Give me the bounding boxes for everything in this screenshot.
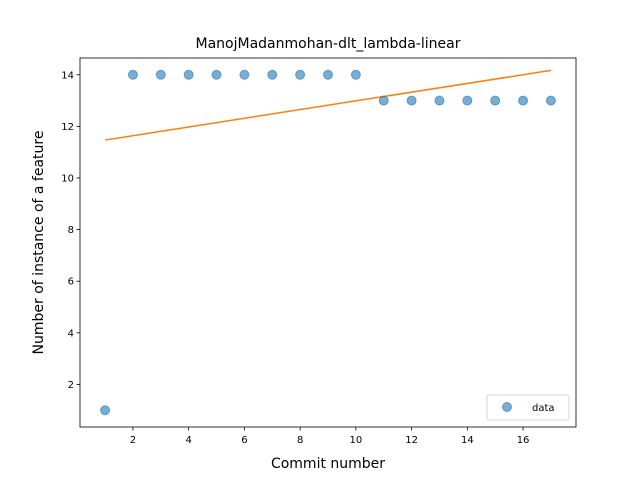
x-axis: 2 4 6 8 10 12 14 16 [130, 427, 530, 446]
fit-line [104, 69, 552, 141]
x-tick-label: 12 [405, 435, 418, 446]
x-tick-label: 14 [461, 435, 474, 446]
y-axis-label: Number of instance of a feature [31, 131, 47, 355]
data-point [518, 95, 529, 106]
data-point [155, 69, 166, 80]
x-tick-label: 4 [185, 435, 191, 446]
data-point [406, 95, 417, 106]
x-tick-label: 6 [241, 435, 247, 446]
legend-label-data: data [532, 403, 555, 414]
plot-frame [79, 57, 577, 428]
chart-title: ManojMadanmohan-dlt_lambda-linear [196, 36, 461, 52]
data-point [323, 69, 333, 80]
data-point [267, 69, 278, 80]
data-point [295, 69, 306, 80]
legend: data [486, 394, 570, 421]
data-point [490, 95, 501, 106]
plot-area [80, 58, 576, 427]
y-tick-label: 10 [61, 173, 74, 184]
x-tick-label: 2 [130, 435, 136, 446]
y-tick-label: 2 [68, 380, 74, 391]
y-tick-label: 12 [61, 122, 74, 133]
data-point [545, 95, 556, 106]
y-tick-label: 8 [68, 225, 74, 236]
data-point [100, 405, 111, 416]
x-tick-label: 16 [517, 435, 530, 446]
data-point [239, 69, 250, 80]
data-point [434, 95, 445, 106]
x-axis-label: Commit number [271, 456, 385, 472]
y-axis: 2 4 6 8 10 12 14 [61, 70, 80, 391]
data-point [462, 95, 473, 106]
data-point [211, 69, 222, 80]
y-tick-label: 14 [61, 70, 74, 81]
data-point [378, 95, 389, 106]
data-point [127, 69, 138, 80]
legend-box [486, 394, 570, 421]
x-tick-label: 8 [297, 435, 303, 446]
y-tick-label: 6 [68, 277, 74, 288]
x-tick-label: 10 [349, 435, 362, 446]
data-point [183, 69, 194, 80]
data-point [350, 69, 361, 80]
legend-marker-data [502, 402, 512, 412]
y-tick-label: 4 [68, 328, 74, 339]
chart-marks [100, 69, 556, 416]
